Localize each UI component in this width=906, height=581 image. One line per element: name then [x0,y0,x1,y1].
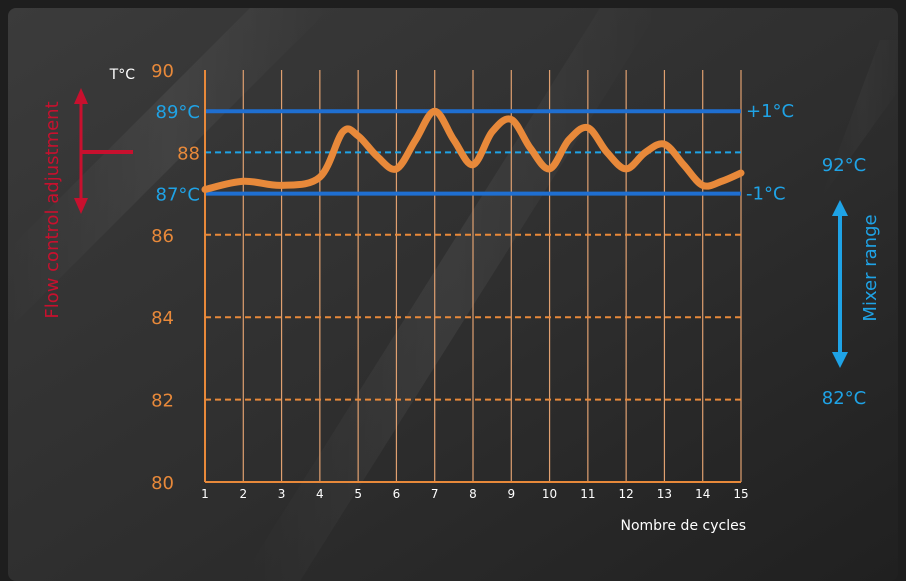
x-axis-label: Nombre de cycles [620,518,746,534]
x-tick-label-11: 11 [580,487,595,501]
x-tick-label-3: 3 [278,487,286,501]
x-tick-label-8: 8 [469,487,477,501]
x-tick-label-10: 10 [542,487,557,501]
mixer-range-indicator: 92°C 82°C Mixer range [822,155,881,409]
y-tick-label-80: 80 [151,473,174,494]
x-tick-labels: 1 2 3 4 5 6 7 8 9 10 11 12 13 14 15 [201,487,748,501]
arrow-up-icon [74,88,88,104]
series-line-0 [201,107,745,193]
axes [204,70,741,483]
x-tick-label-5: 5 [354,487,362,501]
series [201,107,745,193]
arrow-down-icon [74,198,88,214]
grid [204,70,742,482]
x-tick-label-12: 12 [619,487,634,501]
arrow-up-icon [832,200,848,216]
x-tick-label-4: 4 [316,487,324,501]
x-tick-label-13: 13 [657,487,672,501]
flow-control-label: Flow control adjustment [42,101,63,318]
ref-label-left-87: 87°C [156,185,200,206]
mixer-top-label: 92°C [822,155,866,176]
ref-label-left-89: 89°C [156,102,200,123]
reference-lines: 89°C +1°C 88 87°C -1°C [156,101,794,401]
mixer-range-label: Mixer range [860,214,881,321]
x-tick-label-6: 6 [393,487,401,501]
flow-control-indicator: Flow control adjustment [42,88,133,319]
x-tick-label-14: 14 [695,487,710,501]
y-axis-label: T°C [109,67,136,83]
ref-label-right-87: -1°C [746,184,786,205]
arrow-down-icon [832,352,848,368]
x-tick-label-7: 7 [431,487,439,501]
y-tick-label-82: 82 [151,391,174,412]
mixer-bottom-label: 82°C [822,388,866,409]
x-tick-label-1: 1 [201,487,209,501]
x-tick-label-9: 9 [507,487,515,501]
x-tick-label-2: 2 [239,487,247,501]
y-tick-label-90: 90 [151,61,174,82]
x-tick-label-15: 15 [733,487,748,501]
y-tick-label-86: 86 [151,226,174,247]
ref-label-left-88: 88 [177,143,200,164]
ref-label-right-89: +1°C [746,101,794,122]
y-tick-label-84: 84 [151,308,174,329]
y-tick-labels: 80 82 84 86 90 [151,61,174,494]
